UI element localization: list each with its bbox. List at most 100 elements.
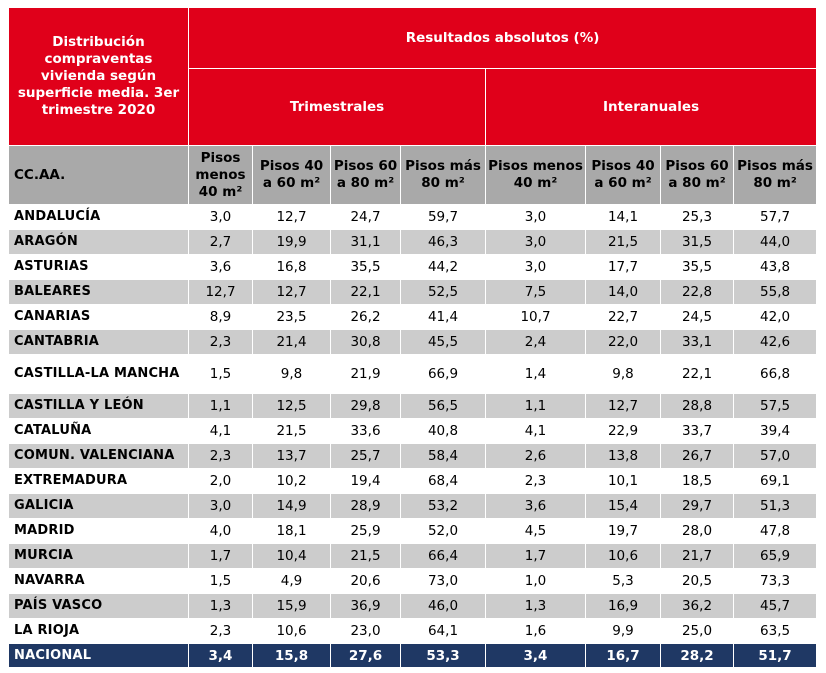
table-row: NAVARRA 1,5 4,9 20,6 73,0 1,0 5,3 20,5 73,3 (8, 568, 818, 594)
value-cell: 2,6 (485, 443, 586, 469)
value-cell: 1,7 (485, 543, 586, 569)
region-name: EXTREMADURA (8, 468, 189, 494)
value-cell: 42,6 (732, 329, 818, 355)
value-cell: 1,1 (485, 393, 586, 419)
value-cell: 52,5 (400, 279, 486, 305)
value-cell: 21,5 (585, 229, 661, 255)
value-cell: 57,7 (732, 204, 818, 230)
value-cell: 28,8 (660, 393, 734, 419)
column-header: Pisos más 80 m² (400, 145, 486, 205)
region-name: CANTABRIA (8, 329, 189, 355)
table-row: CASTILLA-LA MANCHA 1,5 9,8 21,9 66,9 1,4 9,8 22… (8, 354, 818, 394)
value-cell: 14,1 (585, 204, 661, 230)
value-cell: 10,6 (585, 543, 661, 569)
value-cell: 23,5 (252, 304, 331, 330)
total-row: NACIONAL 3,4 15,8 27,6 53,3 3,4 16,7 28,2 51,7 (8, 643, 818, 668)
region-name: NAVARRA (8, 568, 189, 594)
value-cell: 12,7 (585, 393, 661, 419)
corner-title: Distribución compraventas vivienda según… (8, 7, 189, 146)
value-cell: 58,4 (400, 443, 486, 469)
table-row: MURCIA 1,7 10,4 21,5 66,4 1,7 10,6 21,7 65,9 (8, 543, 818, 569)
main-header: Resultados absolutos (%) (187, 7, 818, 69)
value-cell: 21,7 (660, 543, 734, 569)
value-cell: 46,0 (400, 593, 486, 619)
value-cell: 18,5 (660, 468, 734, 494)
value-cell: 31,5 (660, 229, 734, 255)
value-cell: 36,2 (660, 593, 734, 619)
value-cell: 35,5 (330, 254, 401, 280)
value-cell: 69,1 (732, 468, 818, 494)
total-value-cell: 15,8 (252, 643, 331, 668)
column-header: Pisos 40 a 60 m² (252, 145, 331, 205)
value-cell: 10,4 (252, 543, 331, 569)
value-cell: 19,9 (252, 229, 331, 255)
value-cell: 3,0 (188, 204, 253, 230)
table-row: CATALUÑA 4,1 21,5 33,6 40,8 4,1 22,9 33,7 39,4 (8, 418, 818, 444)
table-row: ASTURIAS 3,6 16,8 35,5 44,2 3,0 17,7 35,5 43,8 (8, 254, 818, 280)
region-name: ASTURIAS (8, 254, 189, 280)
region-name: ARAGÓN (8, 229, 189, 255)
value-cell: 44,0 (732, 229, 818, 255)
table-row: ARAGÓN 2,7 19,9 31,1 46,3 3,0 21,5 31,5 44,0 (8, 229, 818, 255)
total-region-name: NACIONAL (8, 643, 189, 668)
value-cell: 2,0 (188, 468, 253, 494)
value-cell: 4,0 (188, 518, 253, 544)
value-cell: 43,8 (732, 254, 818, 280)
value-cell: 45,7 (732, 593, 818, 619)
value-cell: 3,0 (188, 493, 253, 519)
value-cell: 33,7 (660, 418, 734, 444)
table-row: CASTILLA Y LEÓN 1,1 12,5 29,8 56,5 1,1 12,7 28,… (8, 393, 818, 419)
value-cell: 66,4 (400, 543, 486, 569)
value-cell: 14,9 (252, 493, 331, 519)
value-cell: 3,0 (485, 229, 586, 255)
value-cell: 63,5 (732, 618, 818, 644)
value-cell: 26,2 (330, 304, 401, 330)
value-cell: 1,4 (485, 354, 586, 394)
value-cell: 59,7 (400, 204, 486, 230)
value-cell: 1,5 (188, 568, 253, 594)
column-header: Pisos 60 a 80 m² (660, 145, 734, 205)
value-cell: 31,1 (330, 229, 401, 255)
value-cell: 24,5 (660, 304, 734, 330)
table-row: PAÍS VASCO 1,3 15,9 36,9 46,0 1,3 16,9 36,2 45,7 (8, 593, 818, 619)
table-body: ANDALUCÍA 3,0 12,7 24,7 59,7 3,0 14,1 25,3 57,7 A… (8, 204, 818, 668)
value-cell: 2,4 (485, 329, 586, 355)
value-cell: 21,5 (330, 543, 401, 569)
value-cell: 33,6 (330, 418, 401, 444)
value-cell: 57,0 (732, 443, 818, 469)
value-cell: 12,7 (252, 204, 331, 230)
value-cell: 51,3 (732, 493, 818, 519)
region-name: CATALUÑA (8, 418, 189, 444)
table-row: EXTREMADURA 2,0 10,2 19,4 68,4 2,3 10,1 18,5 69,… (8, 468, 818, 494)
value-cell: 10,7 (485, 304, 586, 330)
value-cell: 28,0 (660, 518, 734, 544)
total-value-cell: 53,3 (400, 643, 486, 668)
value-cell: 17,7 (585, 254, 661, 280)
value-cell: 22,1 (330, 279, 401, 305)
value-cell: 65,9 (732, 543, 818, 569)
column-header: Pisos 40 a 60 m² (585, 145, 661, 205)
value-cell: 1,6 (485, 618, 586, 644)
value-cell: 4,1 (188, 418, 253, 444)
value-cell: 52,0 (400, 518, 486, 544)
value-cell: 44,2 (400, 254, 486, 280)
table-row: CANTABRIA 2,3 21,4 30,8 45,5 2,4 22,0 33,1 42,6 (8, 329, 818, 355)
value-cell: 29,8 (330, 393, 401, 419)
value-cell: 1,1 (188, 393, 253, 419)
value-cell: 73,0 (400, 568, 486, 594)
value-cell: 22,9 (585, 418, 661, 444)
total-value-cell: 28,2 (660, 643, 734, 668)
value-cell: 28,9 (330, 493, 401, 519)
value-cell: 3,6 (485, 493, 586, 519)
value-cell: 9,9 (585, 618, 661, 644)
value-cell: 9,8 (585, 354, 661, 394)
table-row: COMUN. VALENCIANA 2,3 13,7 25,7 58,4 2,6 13,8 2… (8, 443, 818, 469)
value-cell: 22,1 (660, 354, 734, 394)
value-cell: 45,5 (400, 329, 486, 355)
table-container: Distribución compraventas vivienda según… (8, 7, 818, 668)
total-value-cell: 27,6 (330, 643, 401, 668)
value-cell: 20,5 (660, 568, 734, 594)
total-value-cell: 16,7 (585, 643, 661, 668)
region-name: PAÍS VASCO (8, 593, 189, 619)
value-cell: 35,5 (660, 254, 734, 280)
